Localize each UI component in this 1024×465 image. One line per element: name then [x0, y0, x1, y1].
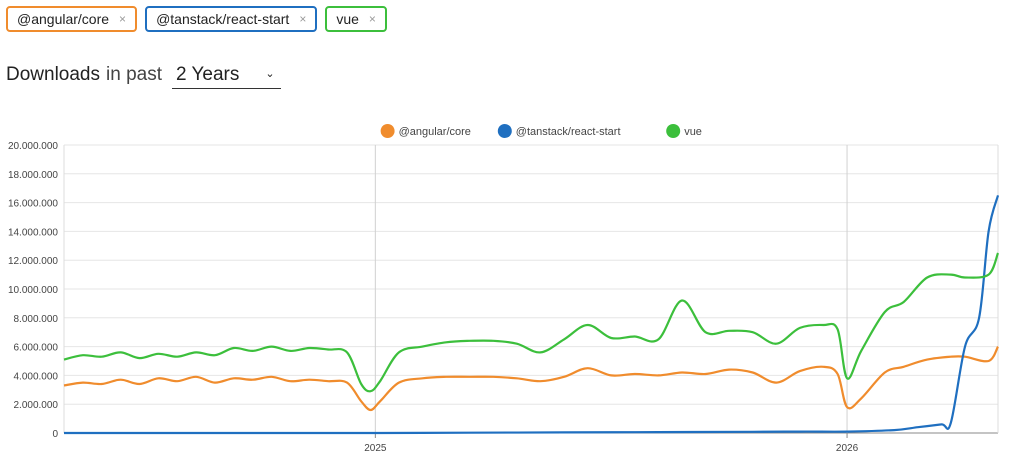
remove-icon[interactable]: × [299, 12, 307, 26]
package-chip-angular-core[interactable]: @angular/core × [6, 6, 138, 32]
period-value: 2 Years [175, 64, 240, 85]
series-line-angular-core [63, 345, 999, 412]
legend-marker-angular-core [380, 124, 395, 138]
legend-label-tanstack-react-start: @tanstack/react-start [516, 126, 621, 138]
y-axis: 0 2.000.000 4.000.000 6.000.000 8.000.000 10.… [8, 141, 59, 440]
legend-marker-tanstack-react-start [497, 124, 512, 138]
remove-icon[interactable]: × [119, 12, 127, 26]
package-chip-label: @angular/core [17, 11, 110, 27]
period-select[interactable]: 2 Years ⌄ [171, 64, 281, 89]
y-tick-label: 18.000.000 [8, 170, 58, 181]
y-tick-label: 2.000.000 [14, 400, 59, 411]
y-tick-label: 4.000.000 [14, 371, 59, 382]
x-tick-label: 2025 [364, 443, 387, 454]
series-line-tanstack-react-start [64, 195, 1000, 435]
package-chip-tanstack-react-start[interactable]: @tanstack/react-start × [145, 6, 318, 32]
package-chip-label: @tanstack/react-start [156, 11, 290, 27]
y-tick-label: 20.000.000 [8, 141, 58, 152]
y-tick-label: 10.000.000 [8, 285, 58, 296]
chart-series [63, 195, 1000, 435]
remove-icon[interactable]: × [368, 12, 376, 26]
downloads-chart: @angular/core @tanstack/react-start vue 0 2… [8, 124, 1000, 454]
y-tick-label: 12.000.000 [8, 256, 58, 267]
series-line-vue [63, 252, 1000, 393]
legend-marker-vue [666, 124, 681, 138]
package-chip-label: vue [336, 11, 359, 27]
package-chip-vue[interactable]: vue × [325, 6, 387, 32]
y-tick-label: 14.000.000 [8, 227, 58, 238]
chart-grid [63, 144, 999, 434]
downloads-header: Downloads in past 2 Years ⌄ [6, 64, 281, 89]
y-tick-label: 6.000.000 [14, 343, 59, 354]
chart-legend: @angular/core @tanstack/react-start vue [380, 124, 702, 138]
x-tick-label: 2026 [836, 443, 859, 454]
legend-label-angular-core: @angular/core [399, 126, 471, 138]
package-chips: @angular/core × @tanstack/react-start × … [6, 6, 387, 32]
downloads-title: Downloads [6, 64, 100, 85]
legend-label-vue: vue [684, 126, 702, 138]
in-past-label: in past [106, 64, 162, 85]
y-tick-label: 8.000.000 [14, 314, 59, 325]
chevron-down-icon: ⌄ [265, 67, 275, 80]
y-tick-label: 16.000.000 [8, 199, 58, 210]
x-axis: 2025 2026 [364, 433, 859, 454]
y-tick-label: 0 [52, 429, 58, 440]
